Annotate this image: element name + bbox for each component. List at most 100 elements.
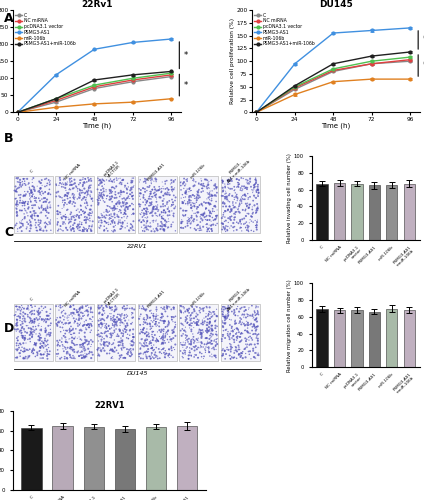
Point	[107, 346, 114, 354]
Point	[141, 340, 148, 348]
Point	[95, 320, 102, 328]
Point	[25, 354, 31, 362]
Point	[130, 334, 137, 342]
Point	[46, 186, 53, 194]
Point	[24, 200, 31, 208]
Point	[191, 194, 198, 202]
Point	[42, 328, 49, 336]
Point	[165, 205, 171, 213]
Point	[143, 226, 150, 234]
Point	[211, 337, 218, 345]
Point	[146, 199, 153, 207]
Point	[31, 316, 38, 324]
Point	[62, 184, 69, 192]
Point	[38, 326, 45, 334]
Point	[244, 324, 251, 332]
Point	[183, 206, 190, 214]
Point	[191, 351, 198, 359]
Point	[28, 220, 34, 228]
Point	[40, 198, 47, 206]
Point	[20, 332, 26, 340]
Point	[235, 178, 242, 186]
Point	[153, 312, 159, 320]
Point	[76, 218, 83, 226]
Point	[234, 195, 241, 203]
Point	[115, 218, 122, 226]
Point	[54, 337, 61, 345]
Point	[76, 214, 83, 222]
Point	[128, 186, 135, 194]
Point	[76, 314, 83, 322]
Point	[224, 306, 231, 314]
Bar	[53, 426, 73, 490]
Point	[163, 218, 170, 226]
Point	[86, 191, 93, 199]
Point	[156, 354, 163, 362]
Point	[165, 326, 172, 334]
Point	[169, 186, 176, 194]
Point	[142, 306, 149, 314]
Point	[149, 186, 156, 194]
Point	[193, 222, 200, 230]
Point	[165, 302, 171, 310]
Point	[120, 354, 127, 362]
Point	[230, 354, 237, 362]
Point	[118, 346, 125, 354]
Point	[140, 210, 147, 218]
Point	[84, 226, 90, 234]
Point	[74, 211, 81, 219]
Point	[254, 331, 261, 339]
Point	[253, 349, 260, 357]
Point	[146, 307, 153, 315]
Point	[246, 219, 253, 227]
Point	[98, 216, 105, 224]
Point	[160, 225, 167, 233]
Point	[29, 310, 36, 318]
Point	[60, 326, 67, 334]
Point	[150, 204, 156, 212]
Point	[245, 319, 251, 327]
Point	[224, 206, 231, 214]
Point	[61, 218, 67, 226]
Point	[85, 224, 92, 232]
Point	[27, 317, 34, 325]
Point	[12, 354, 19, 362]
Point	[212, 212, 219, 220]
Point	[78, 336, 85, 344]
Point	[53, 350, 60, 358]
Point	[117, 178, 124, 186]
Point	[181, 326, 188, 334]
Point	[153, 195, 160, 203]
Point	[236, 350, 243, 358]
Point	[137, 330, 143, 338]
Point	[101, 324, 108, 332]
Point	[204, 337, 211, 345]
Point	[19, 315, 26, 323]
Point	[241, 191, 248, 199]
Point	[231, 196, 238, 203]
Point	[103, 322, 110, 330]
Point	[28, 330, 34, 338]
Point	[203, 334, 209, 342]
Point	[182, 190, 189, 198]
Point	[201, 318, 208, 326]
Point	[226, 224, 233, 232]
Point	[224, 183, 231, 191]
Point	[95, 352, 101, 360]
Point	[44, 348, 51, 356]
Point	[141, 221, 148, 229]
Point	[111, 307, 118, 315]
Point	[42, 334, 48, 342]
Point	[205, 310, 212, 318]
Point	[26, 190, 33, 198]
Point	[80, 178, 87, 186]
Point	[72, 179, 78, 187]
Point	[151, 354, 157, 362]
Point	[151, 312, 157, 320]
Point	[123, 304, 130, 312]
Point	[143, 186, 150, 194]
Point	[250, 313, 257, 321]
Point	[47, 180, 54, 188]
Point	[88, 181, 95, 189]
Point	[188, 345, 195, 353]
